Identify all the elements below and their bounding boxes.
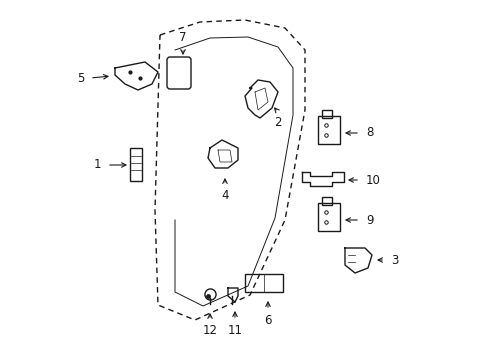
Text: 11: 11 [227, 324, 242, 337]
Text: 12: 12 [202, 324, 217, 337]
Text: 9: 9 [365, 213, 373, 226]
Text: 3: 3 [390, 253, 398, 266]
Text: 7: 7 [179, 31, 186, 44]
Text: 10: 10 [365, 174, 380, 186]
Text: 5: 5 [77, 72, 84, 85]
Text: 4: 4 [221, 189, 228, 202]
Bar [317, 116, 339, 144]
Bar [321, 197, 331, 205]
Text: 1: 1 [93, 158, 101, 171]
Bar [244, 274, 283, 292]
Text: 6: 6 [264, 314, 271, 327]
Bar [130, 148, 142, 181]
Bar [317, 203, 339, 231]
Text: 2: 2 [274, 116, 281, 129]
Text: 8: 8 [365, 126, 373, 139]
Bar [321, 110, 331, 118]
